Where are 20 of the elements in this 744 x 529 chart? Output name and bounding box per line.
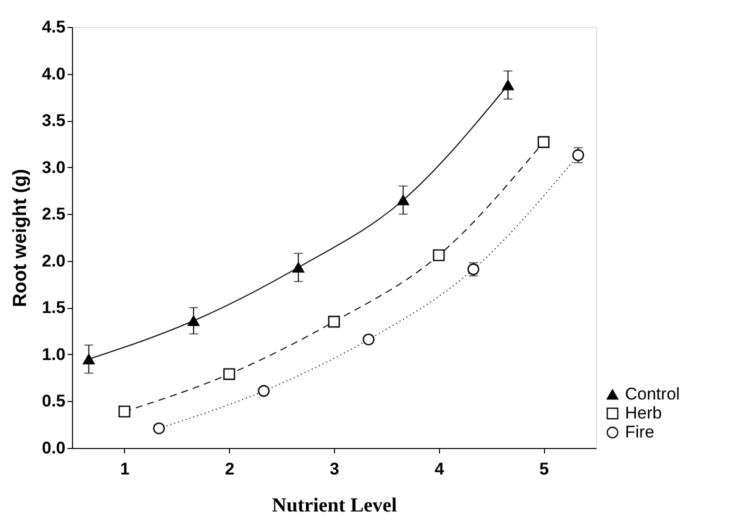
y-tick-label: 4.0	[42, 64, 66, 84]
y-axis-title: Root weight (g)	[10, 168, 31, 308]
y-tick-label: 4.5	[42, 18, 66, 36]
legend-label: Herb	[625, 404, 662, 422]
y-tick-label: 2.5	[42, 204, 66, 224]
y-tick-label: 3.5	[42, 111, 66, 130]
x-tick-label: 4	[434, 460, 445, 478]
legend-label: Control	[625, 384, 680, 404]
x-tick-label: 2	[224, 460, 234, 478]
legend-label: Fire	[625, 422, 654, 442]
y-tick-label: 3.0	[42, 158, 66, 177]
x-axis-title: Nutrient Level	[272, 494, 398, 516]
x-tick-label: 5	[539, 460, 549, 478]
x-tick-label: 1	[120, 460, 130, 478]
y-tick-label: 1.0	[42, 344, 66, 364]
y-tick-label: 1.5	[42, 298, 66, 318]
y-tick-label: 2.0	[42, 251, 66, 270]
x-tick-label: 3	[330, 460, 340, 478]
y-tick-label: 0.0	[42, 438, 66, 458]
y-tick-label: 0.5	[42, 392, 66, 411]
